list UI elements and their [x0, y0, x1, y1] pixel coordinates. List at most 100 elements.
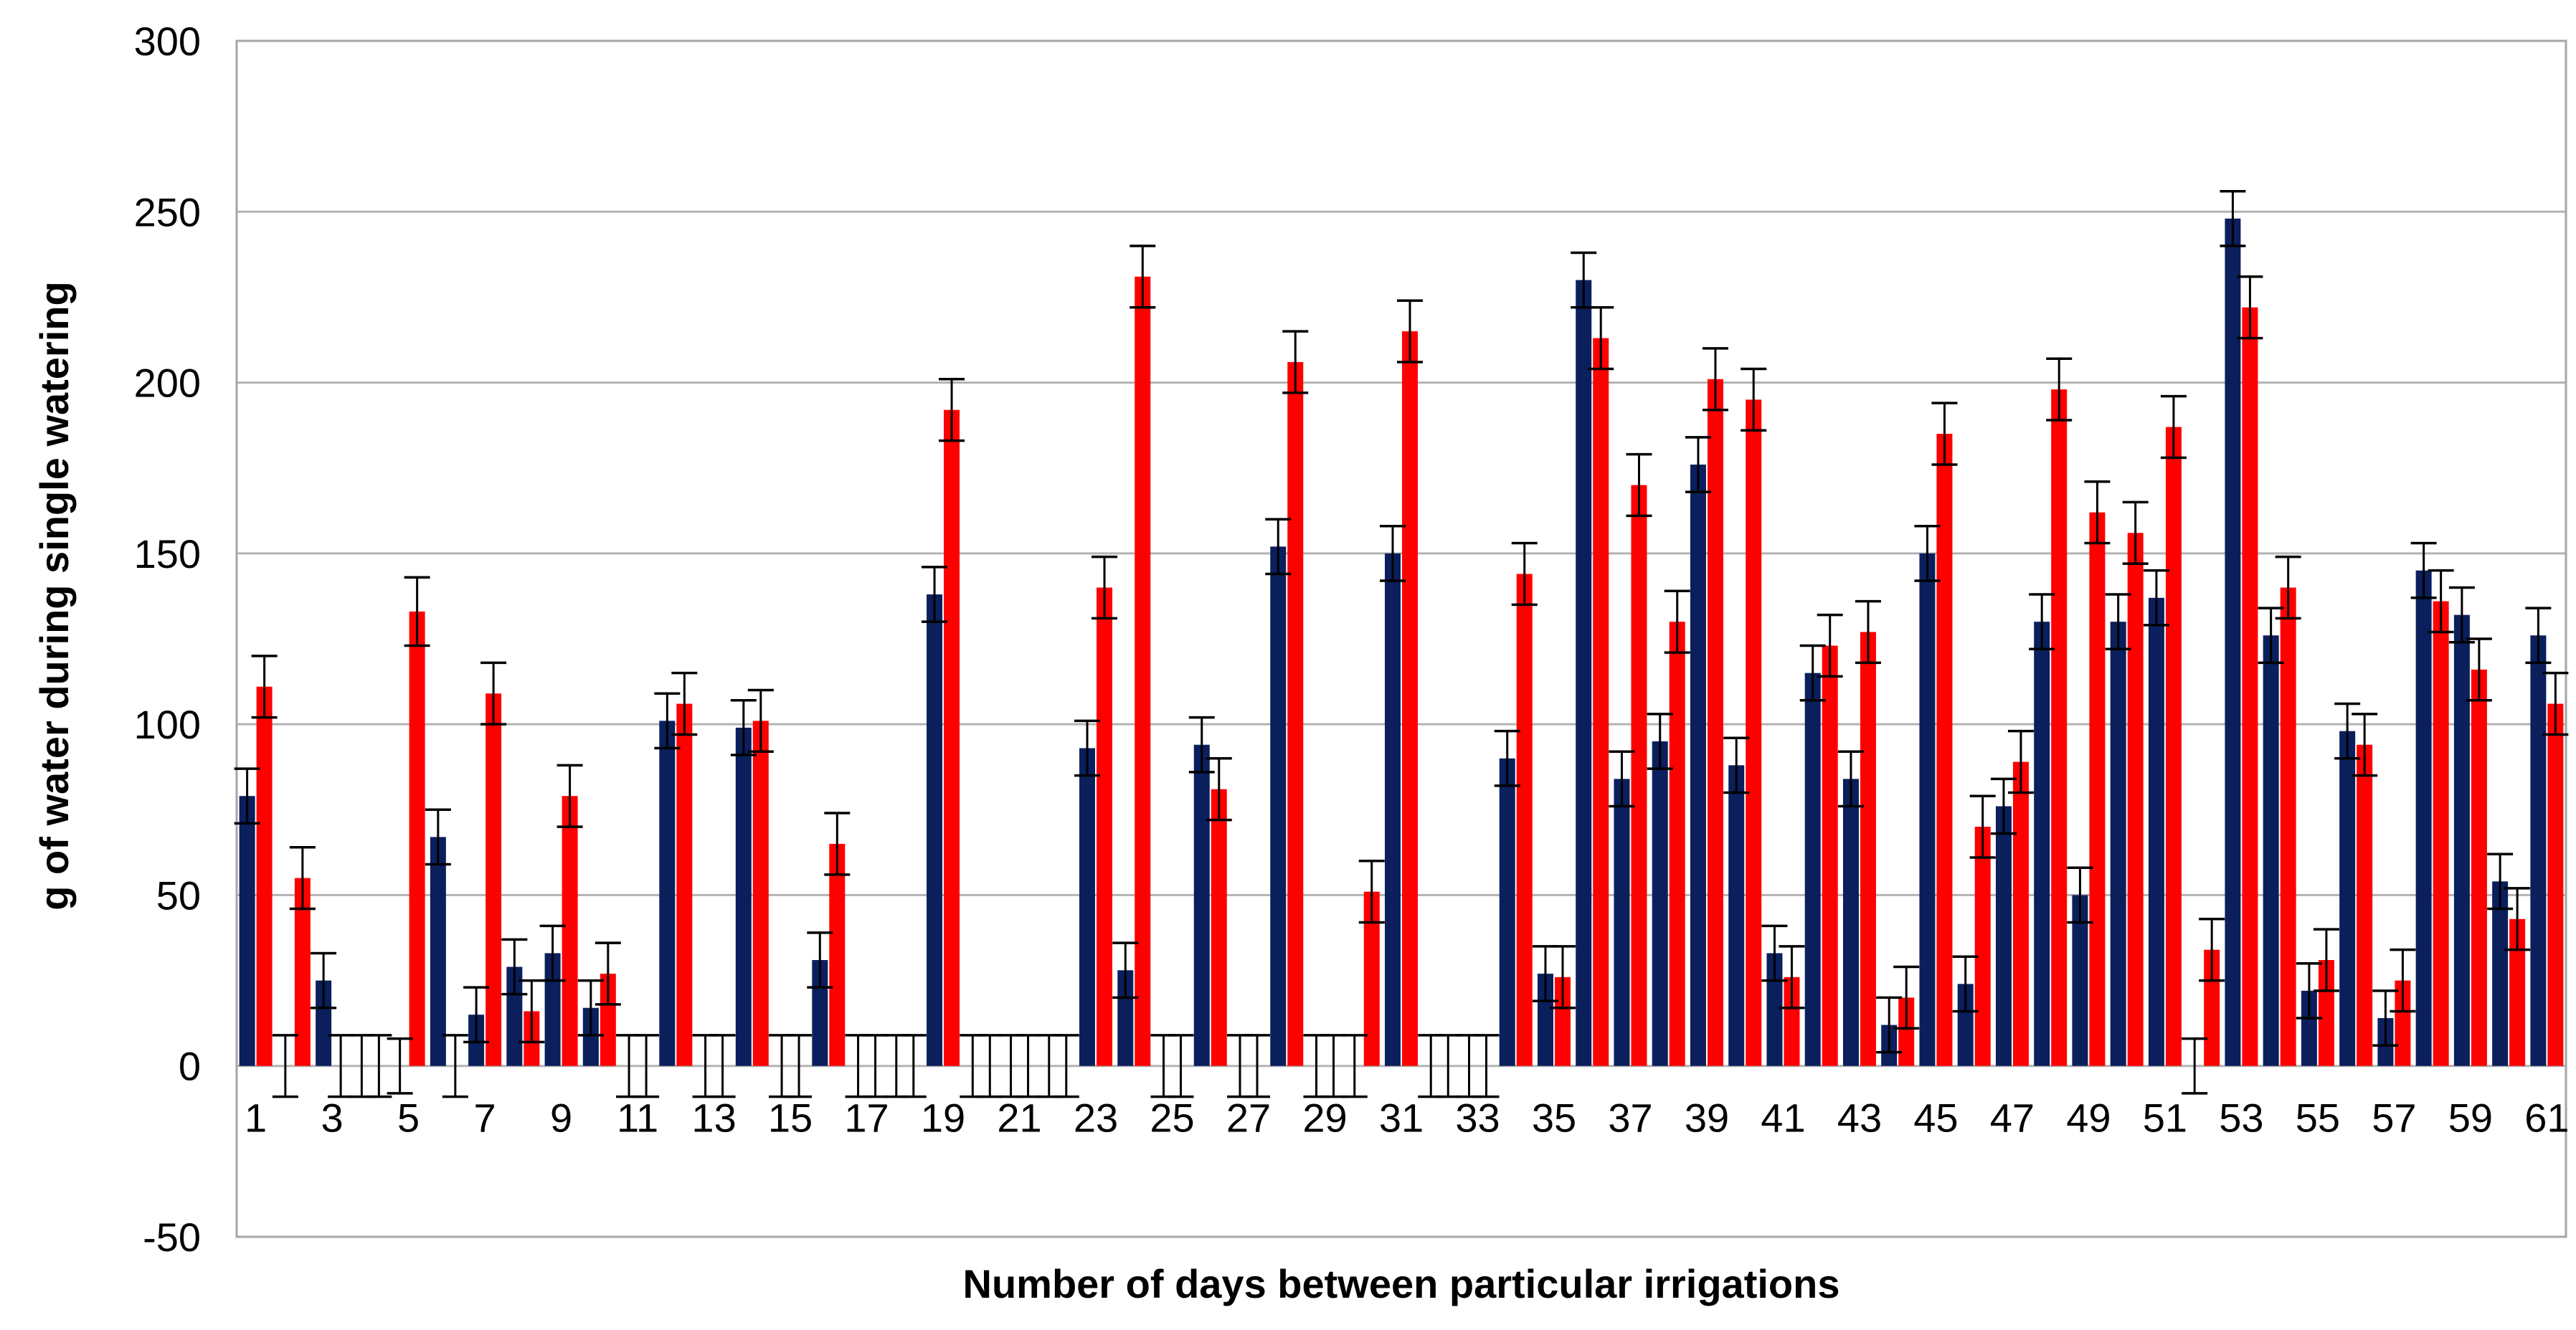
error-bar-series-1-61 [2525, 607, 2552, 665]
bar-series-1-60 [2492, 881, 2509, 1066]
bar-series-1-40 [1728, 765, 1745, 1066]
x-tick-label: 13 [691, 1096, 736, 1141]
bar-series-2-10 [600, 974, 616, 1066]
error-bar-series-2-20 [977, 1034, 1003, 1098]
error-bar-series-2-31 [1397, 299, 1423, 364]
bar-series-2-23 [1097, 587, 1113, 1066]
bar-series-1-46 [1957, 984, 1974, 1066]
error-bar-series-1-28 [1265, 518, 1292, 576]
bar-series-1-59 [2453, 614, 2470, 1066]
bar-series-2-36 [1593, 338, 1609, 1066]
bar-series-1-36 [1576, 280, 1592, 1066]
bar-series-2-41 [1784, 977, 1800, 1066]
x-tick-label: 19 [921, 1096, 965, 1141]
bar-series-2-34 [1516, 574, 1533, 1066]
bar-series-2-56 [2357, 744, 2373, 1066]
error-bar-series-2-29 [1320, 1034, 1347, 1098]
x-tick-label: 17 [844, 1096, 889, 1141]
bar-series-2-48 [2051, 389, 2068, 1066]
error-bar-series-2-15 [786, 1034, 813, 1098]
error-bar-series-2-24 [1130, 244, 1156, 309]
error-bar-series-1-47 [1990, 777, 2017, 835]
x-tick-label: 5 [397, 1096, 420, 1141]
error-bar-series-1-42 [1799, 644, 1826, 702]
error-bar-series-2-57 [2390, 948, 2416, 1013]
error-bar-series-1-10 [577, 979, 604, 1037]
y-tick-label: 200 [134, 361, 201, 406]
bar-series-2-61 [2547, 703, 2564, 1066]
error-bar-series-1-51 [2143, 569, 2169, 627]
error-bar-series-2-48 [2046, 357, 2073, 422]
bar-series-1-53 [2225, 218, 2241, 1066]
error-bar-series-2-5 [404, 576, 430, 647]
x-tick-label: 25 [1150, 1096, 1194, 1141]
error-bar-series-2-61 [2542, 671, 2569, 736]
error-bar-series-1-56 [2334, 702, 2361, 760]
error-bar-series-1-45 [1914, 524, 1941, 582]
error-bar-series-2-6 [442, 1034, 468, 1098]
x-tick-label: 31 [1379, 1096, 1424, 1141]
error-bar-series-1-12 [654, 692, 681, 750]
bar-series-1-48 [2034, 622, 2050, 1066]
error-bar-series-2-9 [557, 764, 583, 828]
x-tick-label: 3 [321, 1096, 344, 1141]
bar-series-2-47 [2012, 761, 2029, 1066]
bar-series-1-28 [1270, 546, 1287, 1066]
bar-series-1-23 [1079, 748, 1096, 1066]
error-bar-series-2-50 [2122, 500, 2149, 565]
bar-series-1-55 [2301, 990, 2317, 1066]
error-bar-series-2-60 [2504, 887, 2531, 951]
bar-series-2-16 [829, 843, 846, 1066]
bar-series-2-14 [752, 721, 769, 1066]
bar-series-1-42 [1804, 673, 1821, 1066]
error-bar-series-2-30 [1358, 860, 1385, 924]
error-bar-series-1-41 [1761, 924, 1788, 982]
error-bar-series-1-59 [2448, 586, 2475, 644]
error-bar-series-2-59 [2466, 637, 2492, 702]
bar-series-1-1 [239, 796, 255, 1066]
error-bar-series-2-40 [1741, 367, 1767, 432]
bar-series-2-1 [256, 686, 273, 1066]
y-tick-label: 250 [134, 189, 201, 234]
x-tick-label: 11 [617, 1096, 658, 1141]
error-bar-series-1-43 [1837, 750, 1864, 808]
error-bar-series-2-34 [1511, 541, 1538, 607]
error-bar-series-2-52 [2199, 918, 2225, 982]
error-bar-series-1-50 [2105, 593, 2131, 651]
bar-series-1-58 [2415, 570, 2432, 1066]
bar-series-2-9 [562, 796, 578, 1066]
error-bar-series-2-26 [1206, 757, 1232, 822]
x-tick-label: 53 [2219, 1096, 2263, 1141]
bar-series-2-50 [2127, 533, 2144, 1066]
plot-area-border [235, 39, 2567, 1238]
bar-series-1-3 [316, 980, 332, 1066]
bar-series-2-30 [1363, 891, 1380, 1066]
bar-series-1-43 [1842, 779, 1859, 1066]
bar-series-2-59 [2471, 669, 2487, 1066]
error-bar-series-2-55 [2313, 928, 2339, 992]
x-tick-label: 61 [2524, 1096, 2569, 1141]
error-bar-series-2-28 [1282, 330, 1309, 394]
bar-series-2-53 [2242, 307, 2258, 1066]
bar-series-2-26 [1211, 789, 1227, 1066]
error-bar-series-2-37 [1626, 452, 1652, 518]
error-bar-series-2-43 [1855, 599, 1881, 665]
bar-series-2-58 [2433, 601, 2449, 1066]
bar-series-1-56 [2339, 731, 2356, 1066]
error-bar-series-2-27 [1244, 1034, 1271, 1098]
error-bar-series-2-32 [1435, 1034, 1462, 1098]
error-bar-series-1-31 [1380, 524, 1406, 582]
bar-series-2-44 [1898, 997, 1915, 1066]
error-bar-series-1-5 [387, 1037, 413, 1095]
bar-series-2-37 [1631, 485, 1647, 1066]
bar-series-1-49 [2072, 895, 2088, 1066]
error-bar-series-2-46 [1969, 794, 1996, 859]
error-bar-series-1-38 [1647, 713, 1673, 770]
bar-series-2-5 [409, 611, 425, 1066]
x-tick-label: 21 [997, 1096, 1041, 1141]
error-bar-series-2-54 [2275, 555, 2301, 620]
error-bar-series-1-49 [2067, 866, 2093, 924]
y-tick-label: -50 [143, 1215, 201, 1260]
bar-series-1-12 [659, 721, 676, 1066]
x-tick-label: 37 [1608, 1096, 1652, 1141]
